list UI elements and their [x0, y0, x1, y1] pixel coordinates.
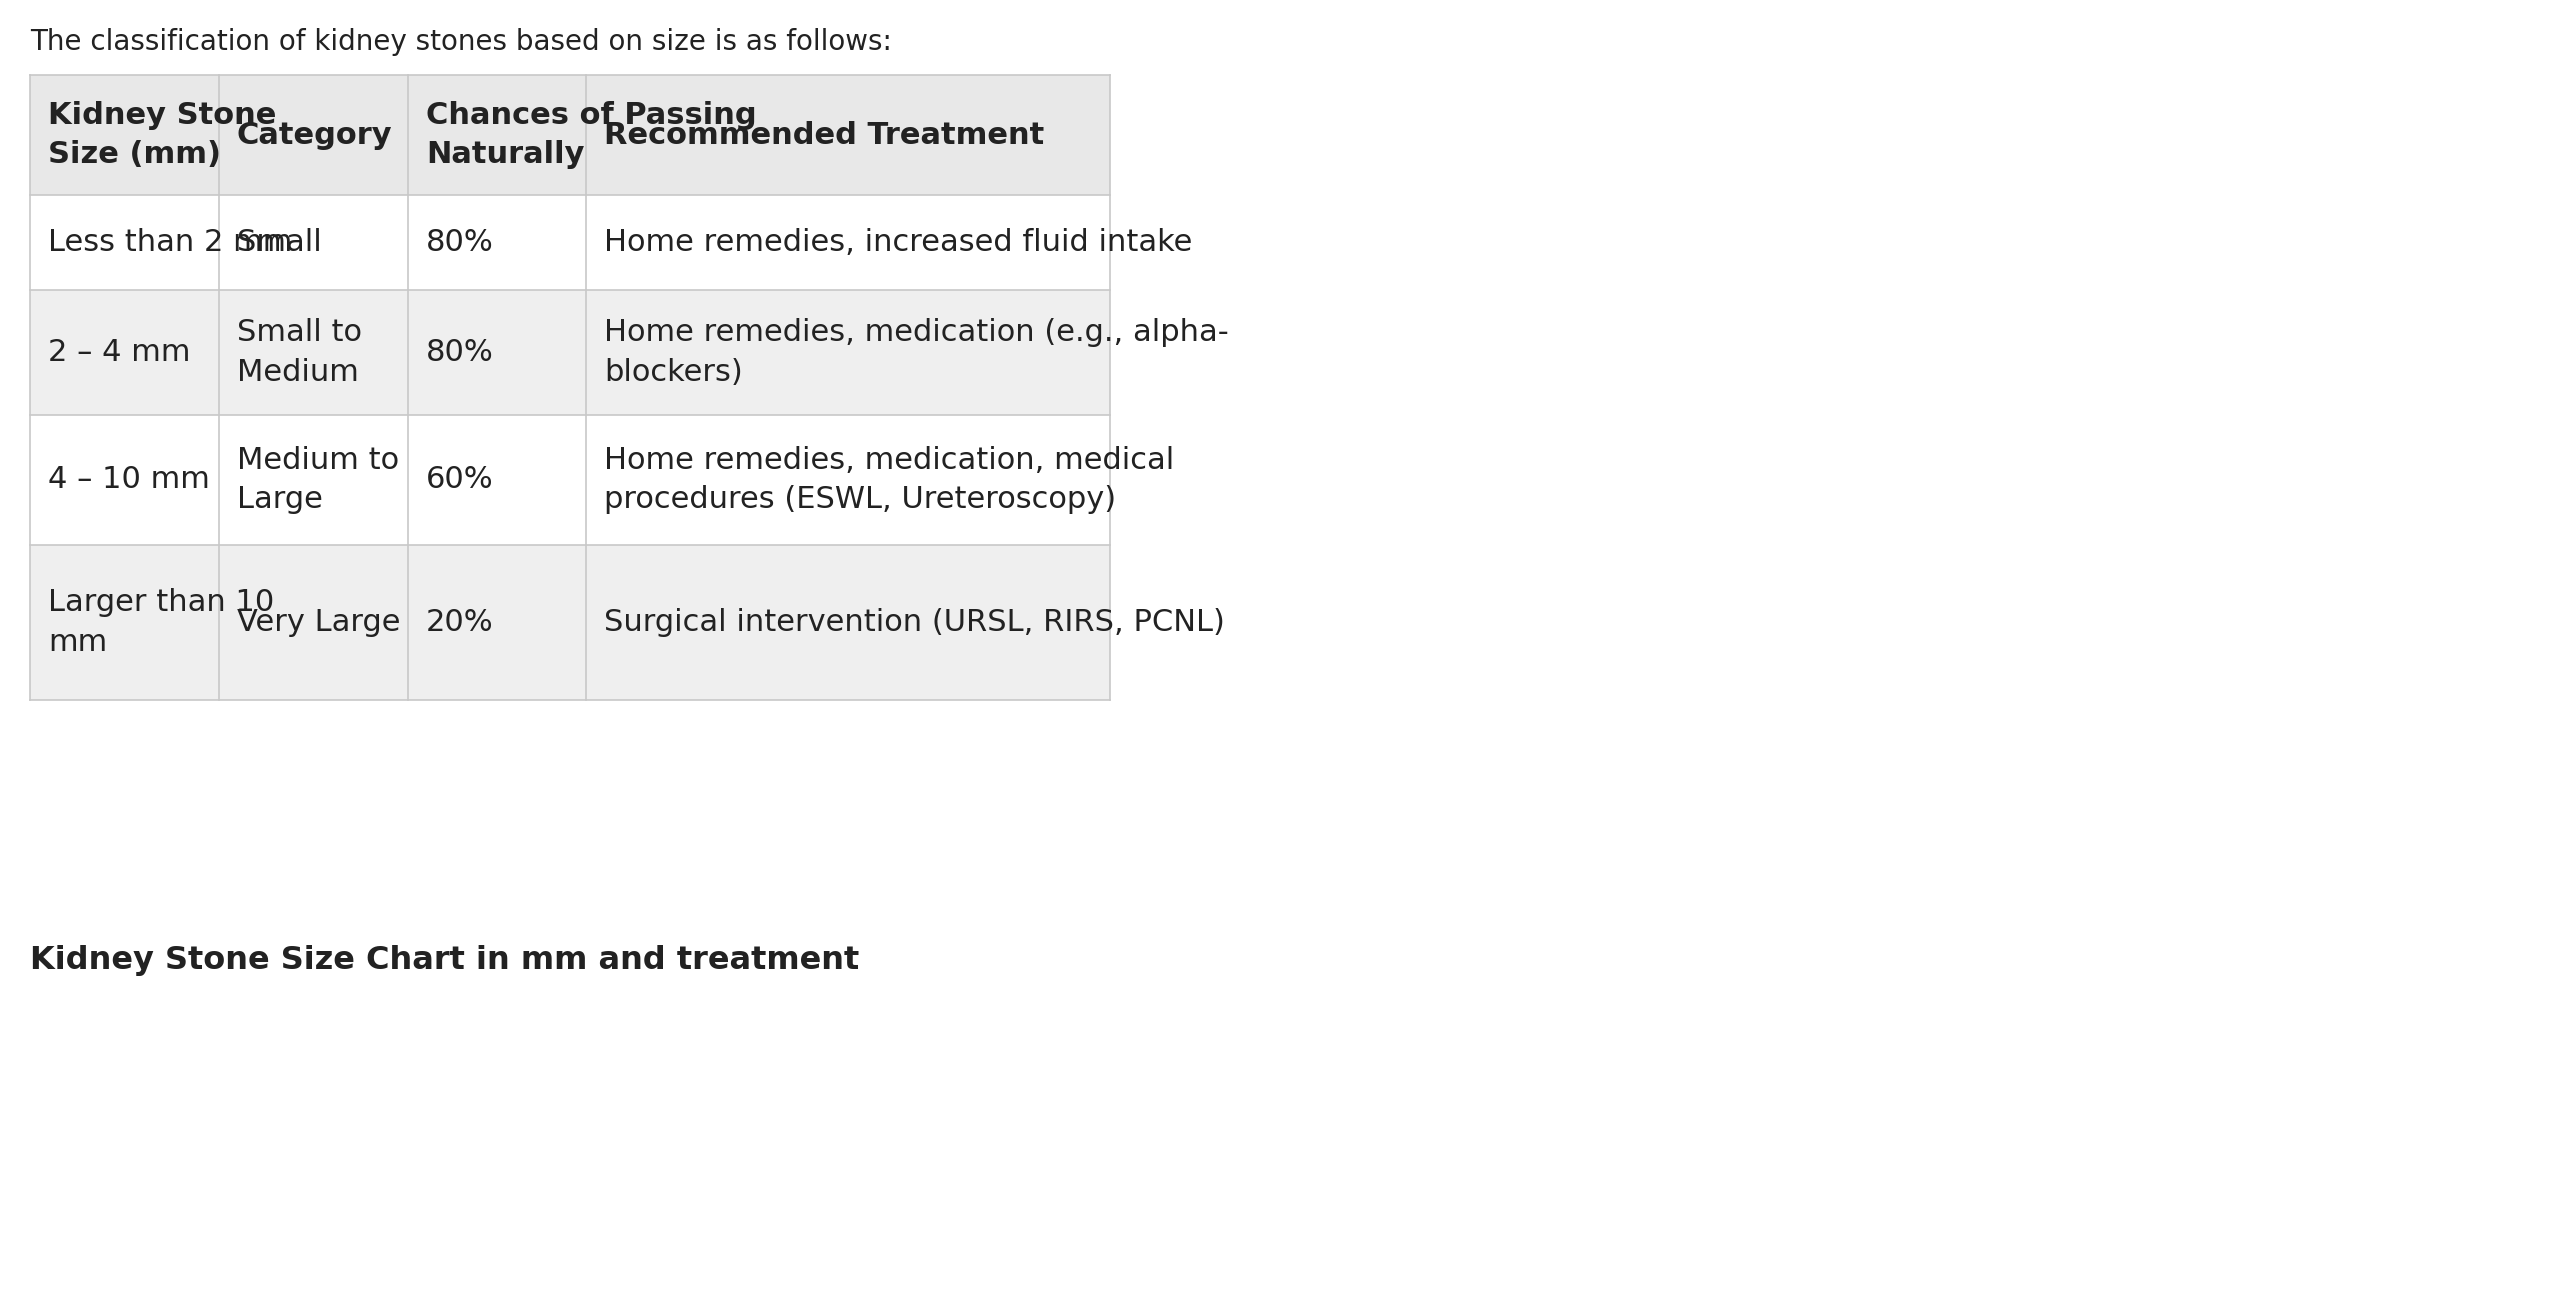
Text: Less than 2 mm: Less than 2 mm [49, 229, 292, 257]
Text: Category: Category [238, 120, 392, 150]
Text: Kidney Stone
Size (mm): Kidney Stone Size (mm) [49, 101, 276, 169]
Text: Home remedies, increased fluid intake: Home remedies, increased fluid intake [604, 229, 1193, 257]
Text: The classification of kidney stones based on size is as follows:: The classification of kidney stones base… [31, 28, 891, 56]
Text: Larger than 10
mm: Larger than 10 mm [49, 589, 274, 657]
Bar [31, 195, 1111, 290]
Text: Home remedies, medication, medical
procedures (ESWL, Ureteroscopy): Home remedies, medication, medical proce… [604, 445, 1175, 514]
Text: Very Large: Very Large [238, 608, 399, 636]
Bar [31, 290, 1111, 414]
Text: Small to
Medium: Small to Medium [238, 319, 361, 387]
Text: 20%: 20% [425, 608, 494, 636]
Text: Surgical intervention (URSL, RIRS, PCNL): Surgical intervention (URSL, RIRS, PCNL) [604, 608, 1226, 636]
Bar [31, 545, 1111, 700]
Text: 4 – 10 mm: 4 – 10 mm [49, 466, 210, 494]
Text: 80%: 80% [425, 338, 494, 367]
Text: Medium to
Large: Medium to Large [238, 445, 399, 514]
Bar [31, 414, 1111, 545]
Text: Small: Small [238, 229, 323, 257]
Text: 60%: 60% [425, 466, 494, 494]
Text: Home remedies, medication (e.g., alpha-
blockers): Home remedies, medication (e.g., alpha- … [604, 319, 1229, 387]
Text: Kidney Stone Size Chart in mm and treatment: Kidney Stone Size Chart in mm and treatm… [31, 945, 860, 976]
Bar [31, 75, 1111, 195]
Text: Chances of Passing
Naturally: Chances of Passing Naturally [425, 101, 758, 169]
Text: 2 – 4 mm: 2 – 4 mm [49, 338, 189, 367]
Text: 80%: 80% [425, 229, 494, 257]
Text: Recommended Treatment: Recommended Treatment [604, 120, 1044, 150]
